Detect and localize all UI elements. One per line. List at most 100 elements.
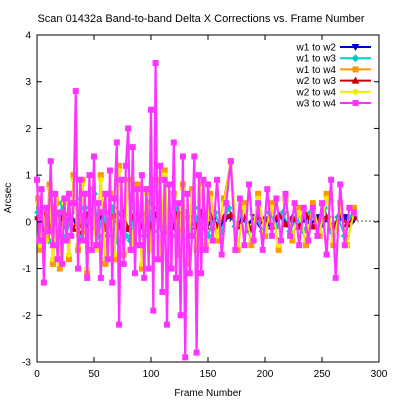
legend-marker bbox=[352, 66, 359, 73]
data-point bbox=[40, 279, 47, 286]
data-point bbox=[214, 237, 221, 244]
data-point bbox=[150, 307, 157, 314]
data-point bbox=[255, 200, 262, 207]
legend-label: w1 to w3 bbox=[296, 54, 337, 65]
data-point bbox=[36, 237, 43, 244]
data-point bbox=[332, 274, 339, 281]
data-point bbox=[75, 265, 82, 272]
data-point bbox=[134, 181, 141, 188]
data-point bbox=[116, 162, 123, 169]
data-point bbox=[248, 242, 255, 249]
data-point bbox=[102, 260, 109, 267]
x-tick-label: 0 bbox=[34, 369, 40, 380]
data-point bbox=[120, 260, 127, 267]
data-point bbox=[161, 167, 168, 174]
data-point bbox=[106, 167, 113, 174]
y-tick-label: 4 bbox=[25, 31, 31, 42]
data-point bbox=[72, 88, 79, 95]
data-point bbox=[200, 176, 207, 183]
data-point bbox=[179, 153, 186, 160]
data-point bbox=[184, 190, 191, 197]
data-point bbox=[34, 176, 40, 183]
data-point bbox=[350, 209, 357, 216]
data-point bbox=[328, 176, 335, 183]
data-point bbox=[296, 209, 303, 216]
data-point bbox=[161, 172, 168, 179]
data-point bbox=[309, 204, 316, 211]
data-point bbox=[275, 246, 282, 253]
data-point bbox=[86, 172, 93, 179]
data-point bbox=[143, 186, 150, 193]
data-point bbox=[198, 181, 205, 188]
data-point bbox=[122, 162, 129, 169]
data-point bbox=[296, 204, 303, 211]
data-point bbox=[97, 176, 104, 183]
data-point bbox=[49, 260, 56, 267]
data-point bbox=[111, 195, 118, 202]
data-point bbox=[65, 190, 72, 197]
legend-marker bbox=[352, 88, 359, 95]
data-point bbox=[104, 256, 111, 263]
y-tick-label: -1 bbox=[22, 264, 31, 275]
data-point bbox=[56, 265, 63, 272]
data-point bbox=[63, 237, 70, 244]
data-point bbox=[148, 106, 154, 113]
data-point bbox=[161, 176, 168, 183]
y-axis-label: Arcsec bbox=[3, 183, 14, 214]
data-point bbox=[289, 237, 296, 244]
data-point bbox=[323, 190, 330, 197]
data-point bbox=[116, 321, 123, 328]
x-tick-label: 250 bbox=[314, 369, 331, 380]
data-point bbox=[170, 139, 177, 146]
data-point bbox=[250, 237, 257, 244]
data-point bbox=[45, 228, 52, 235]
data-point bbox=[168, 265, 175, 272]
data-point bbox=[296, 242, 303, 249]
data-point bbox=[109, 279, 116, 286]
data-point bbox=[84, 274, 91, 281]
data-point bbox=[54, 256, 61, 263]
data-point bbox=[186, 270, 193, 277]
ticks-layer: 0 50 100 150 200 250 300 -3 -2 -1 0 1 2 3 4 bbox=[22, 31, 388, 381]
data-point bbox=[268, 200, 275, 207]
data-point bbox=[152, 60, 159, 67]
data-point bbox=[88, 186, 95, 193]
data-point bbox=[189, 232, 196, 239]
data-point bbox=[43, 204, 50, 211]
data-point bbox=[264, 186, 271, 193]
data-point bbox=[125, 125, 132, 132]
data-point bbox=[205, 181, 211, 188]
legend-entry: w2 to w3 bbox=[296, 76, 371, 87]
data-point bbox=[163, 321, 170, 328]
data-point bbox=[193, 349, 200, 356]
data-point bbox=[300, 204, 307, 211]
data-point bbox=[209, 237, 216, 244]
data-point bbox=[134, 186, 141, 193]
data-point bbox=[166, 181, 173, 188]
legend-entry: w1 to w2 bbox=[296, 43, 371, 54]
data-point bbox=[214, 232, 221, 239]
data-point bbox=[47, 158, 54, 165]
data-point bbox=[323, 195, 330, 202]
data-point bbox=[157, 162, 164, 169]
data-point bbox=[113, 139, 120, 146]
y-tick-label: -3 bbox=[22, 358, 31, 369]
y-tick-label: 0 bbox=[25, 217, 31, 228]
data-point bbox=[81, 190, 88, 197]
data-point bbox=[314, 232, 321, 239]
series-layer bbox=[34, 60, 358, 361]
x-tick-label: 200 bbox=[257, 369, 274, 380]
data-point bbox=[241, 242, 248, 249]
data-point bbox=[127, 246, 134, 253]
series-line bbox=[35, 62, 355, 358]
data-point bbox=[305, 237, 312, 244]
data-point bbox=[138, 265, 145, 272]
data-point bbox=[291, 200, 298, 207]
data-point bbox=[100, 209, 107, 216]
legend-marker bbox=[351, 54, 360, 63]
data-point bbox=[346, 204, 353, 211]
data-point bbox=[118, 176, 125, 183]
legend-label: w1 to w2 bbox=[296, 43, 337, 54]
legend-marker bbox=[351, 76, 360, 84]
